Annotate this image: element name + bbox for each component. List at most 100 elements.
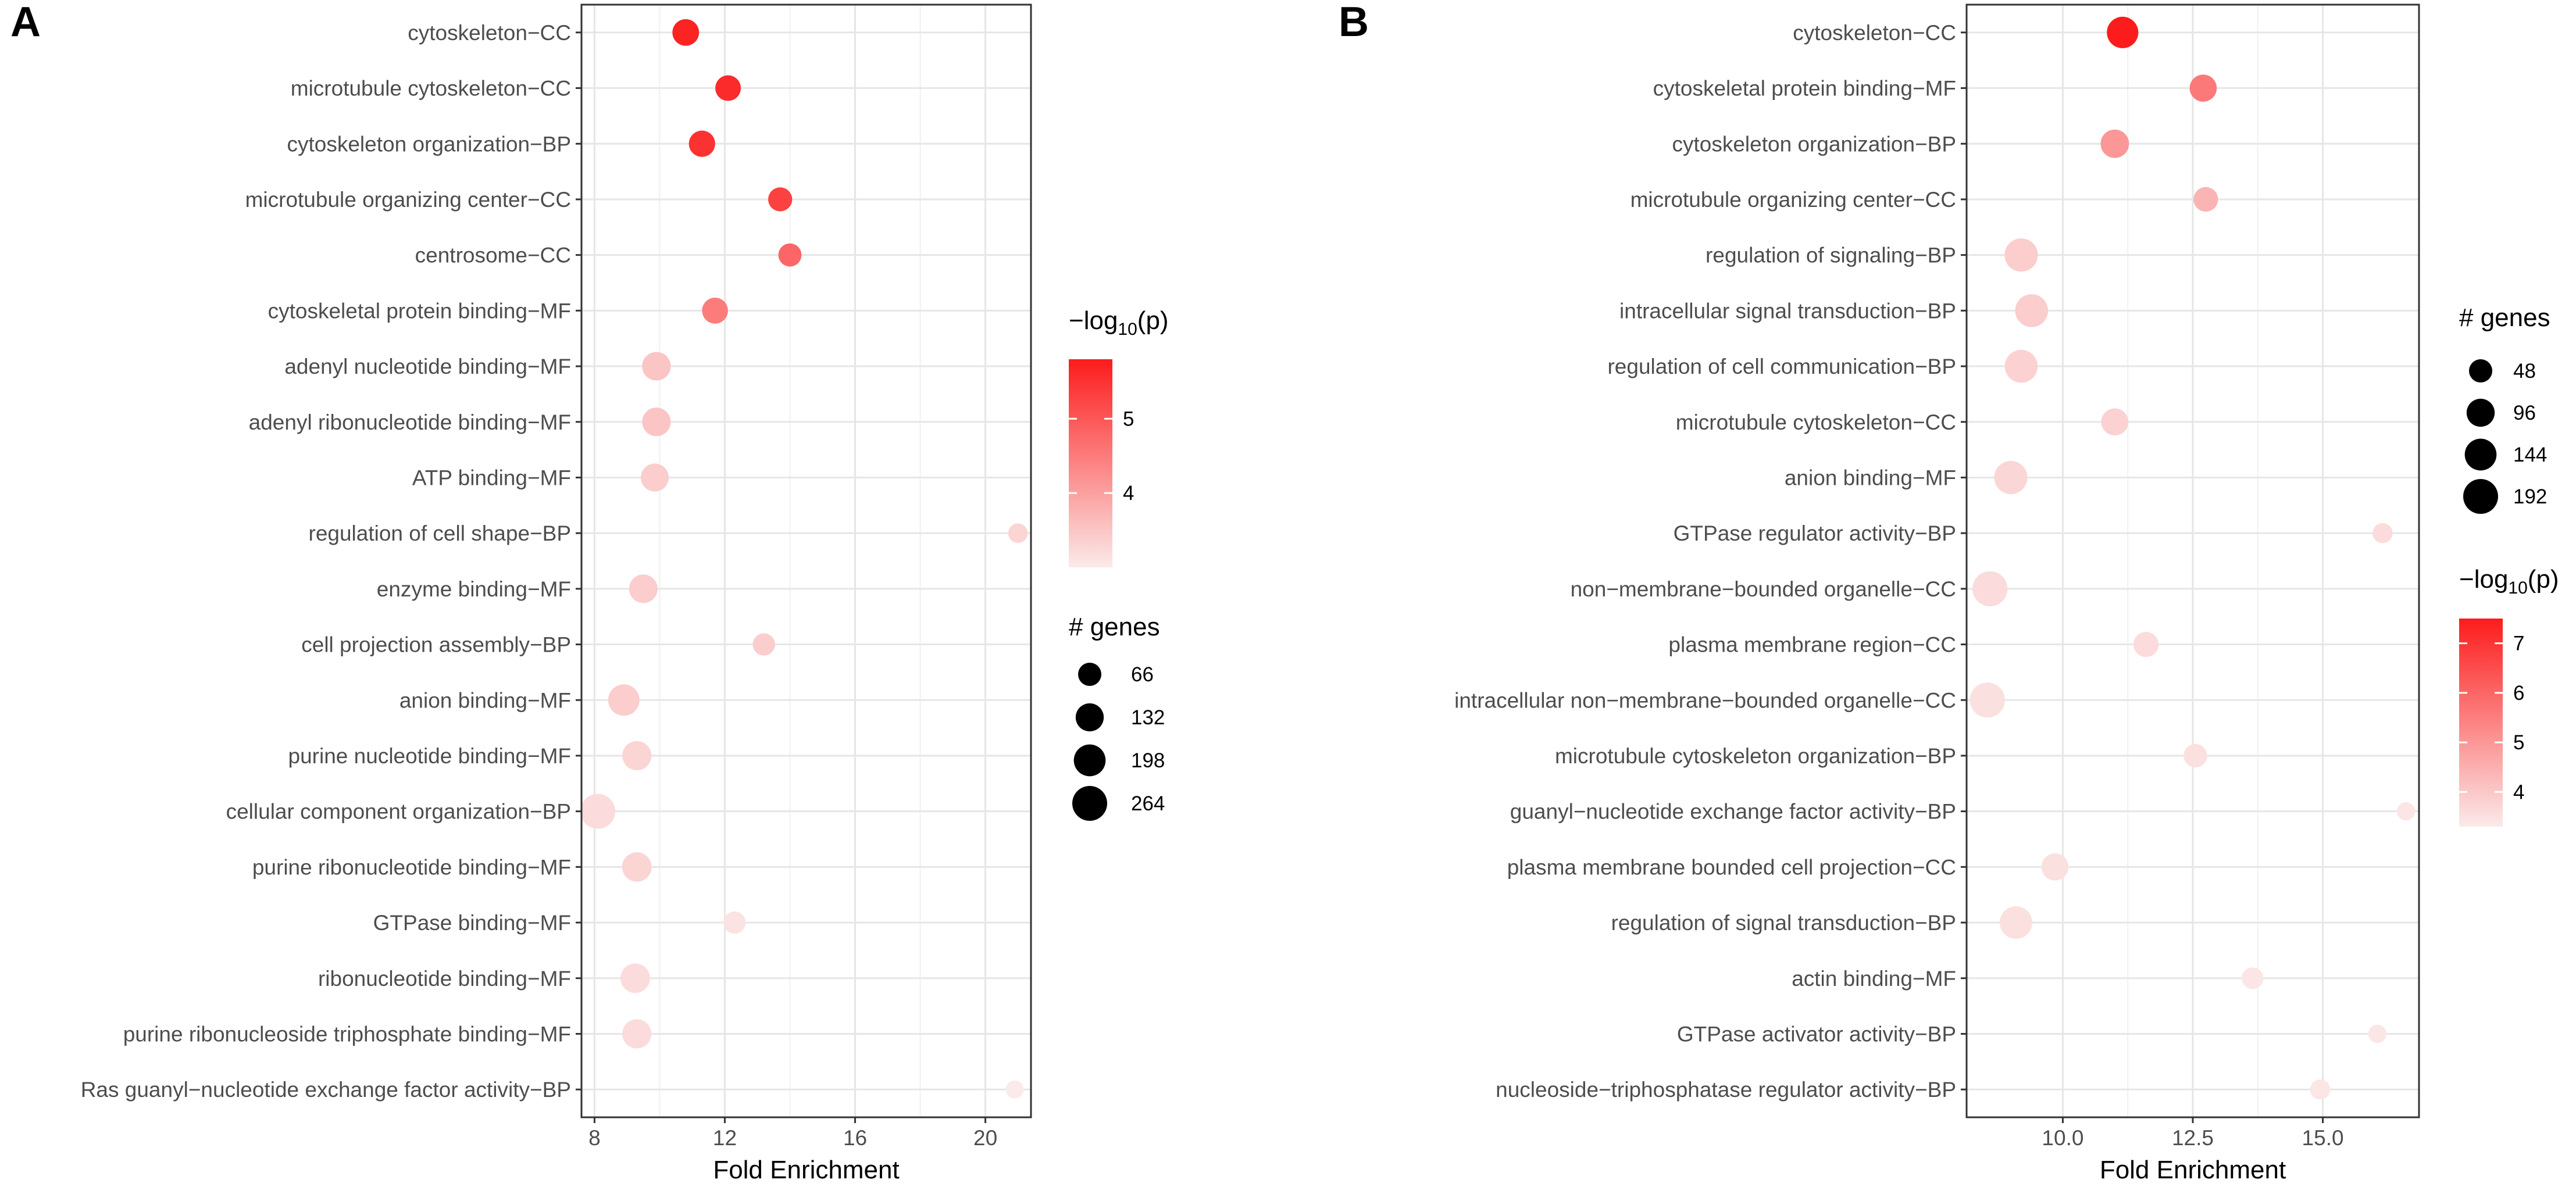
y-tick-label: Ras guanyl−nucleotide exchange factor ac… <box>81 1078 571 1102</box>
size-legend-key <box>1073 744 1106 777</box>
color-legend-title-prefix: −log <box>2459 565 2508 594</box>
data-point <box>2101 408 2129 436</box>
size-legend-label: 132 <box>1131 706 1165 729</box>
size-legend-key <box>1078 663 1101 686</box>
size-legend-key <box>2464 438 2497 471</box>
colorbar-tick-label: 5 <box>2513 731 2524 754</box>
color-legend-title: −log10(p) <box>1069 306 1169 339</box>
data-point <box>622 852 652 882</box>
data-point <box>1970 682 2005 718</box>
size-legend-title: # genes <box>2459 303 2550 332</box>
data-point <box>715 75 741 101</box>
data-point <box>1008 523 1028 543</box>
colorbar-tick-label: 7 <box>2513 632 2524 655</box>
y-tick-label: adenyl nucleotide binding−MF <box>284 355 571 378</box>
color-legend-title-suffix: (p) <box>2528 565 2559 594</box>
y-tick-label: cellular component organization−BP <box>226 800 571 824</box>
x-tick-label: 15.0 <box>2302 1126 2344 1150</box>
y-tick-label: enzyme binding−MF <box>377 577 571 601</box>
data-point <box>752 633 775 656</box>
y-tick-label: cytoskeleton−CC <box>1793 21 1956 45</box>
data-point <box>2100 129 2129 158</box>
data-point <box>723 911 746 934</box>
y-tick-label: microtubule cytoskeleton−CC <box>1676 410 1956 434</box>
y-tick-label: ATP binding−MF <box>412 466 571 489</box>
data-point <box>2004 349 2038 383</box>
y-tick-label: purine nucleotide binding−MF <box>288 744 571 768</box>
y-tick-label: GTPase binding−MF <box>373 911 571 935</box>
data-point <box>2133 631 2159 657</box>
data-point <box>2041 853 2069 881</box>
y-tick-label: plasma membrane region−CC <box>1668 633 1956 657</box>
data-point <box>1999 906 2032 939</box>
color-legend-title-subscript: 10 <box>2508 578 2527 598</box>
y-tick-label: microtubule cytoskeleton−CC <box>291 77 571 101</box>
color-legend-title: −log10(p) <box>2459 565 2559 598</box>
y-tick-label: cytoskeleton organization−BP <box>287 132 572 156</box>
y-tick-label: adenyl ribonucleotide binding−MF <box>249 410 571 434</box>
data-point <box>2368 1024 2387 1043</box>
size-legend-label: 264 <box>1131 792 1165 815</box>
y-tick-label: regulation of cell communication−BP <box>1607 355 1956 378</box>
size-legend-key <box>2463 479 2498 514</box>
y-tick-label: guanyl−nucleotide exchange factor activi… <box>1510 800 1956 824</box>
colorbar-tick-label: 4 <box>1123 482 1134 505</box>
y-tick-label: regulation of signaling−BP <box>1706 244 1956 267</box>
y-tick-label: intracellular non−membrane−bounded organ… <box>1454 688 1956 712</box>
colorbar-tick-label: 6 <box>2513 682 2524 705</box>
data-point <box>2193 187 2218 212</box>
data-point <box>642 408 671 437</box>
data-point <box>1994 460 2028 494</box>
x-tick-label: 12 <box>713 1126 737 1150</box>
data-point <box>2015 294 2049 327</box>
color-legend-title-suffix: (p) <box>1137 306 1169 335</box>
panel-label: A <box>10 0 41 45</box>
y-tick-label: anion binding−MF <box>1785 466 1956 489</box>
data-point <box>580 793 616 829</box>
size-legend-label: 66 <box>1131 663 1154 686</box>
data-point <box>640 463 669 492</box>
data-point <box>2189 74 2217 102</box>
y-tick-label: centrosome−CC <box>415 244 571 267</box>
data-point <box>2372 523 2393 544</box>
size-legend-key <box>2469 359 2492 383</box>
y-tick-label: ribonucleotide binding−MF <box>318 967 571 991</box>
x-axis-title: Fold Enrichment <box>2100 1156 2286 1184</box>
data-point <box>768 187 793 212</box>
data-point <box>702 298 728 324</box>
x-tick-label: 20 <box>973 1126 997 1150</box>
size-legend-label: 198 <box>1131 749 1165 772</box>
y-tick-label: anion binding−MF <box>399 688 571 712</box>
data-point <box>622 741 652 771</box>
x-tick-label: 10.0 <box>2042 1126 2083 1150</box>
y-tick-label: GTPase activator activity−BP <box>1677 1022 1956 1046</box>
size-legend-key <box>1072 786 1107 821</box>
data-point <box>778 243 802 267</box>
data-point <box>1005 1080 1024 1099</box>
y-tick-label: purine ribonucleoside triphosphate bindi… <box>123 1022 571 1046</box>
data-point <box>688 130 715 157</box>
x-tick-label: 16 <box>843 1126 867 1150</box>
y-tick-label: actin binding−MF <box>1792 967 1956 991</box>
color-legend-title-subscript: 10 <box>1118 320 1137 339</box>
data-point <box>2397 802 2416 821</box>
data-point <box>642 352 671 381</box>
y-tick-label: GTPase regulator activity−BP <box>1674 521 1956 545</box>
colorbar-tick-label: 5 <box>1123 408 1134 430</box>
data-point <box>2242 967 2264 989</box>
colorbar <box>1069 359 1112 567</box>
data-point <box>672 19 700 46</box>
y-tick-label: cytoskeleton−CC <box>408 21 571 45</box>
data-point <box>2183 744 2207 768</box>
data-point <box>2107 16 2139 48</box>
size-legend-key <box>2466 398 2495 427</box>
size-legend-label: 48 <box>2513 360 2536 383</box>
data-point <box>2004 238 2038 272</box>
y-tick-label: non−membrane−bounded organelle−CC <box>1571 577 1956 601</box>
data-point <box>620 963 650 993</box>
y-tick-label: nucleoside−triphosphatase regulator acti… <box>1496 1078 1956 1102</box>
y-tick-label: microtubule organizing center−CC <box>245 188 571 212</box>
plot-border <box>580 3 1032 1118</box>
